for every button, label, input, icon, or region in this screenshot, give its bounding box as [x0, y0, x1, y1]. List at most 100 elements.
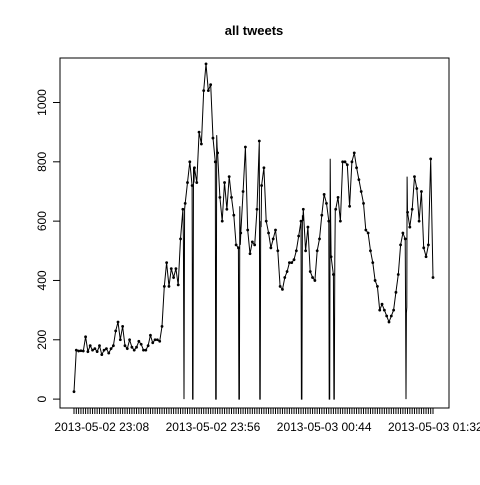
- data-point: [202, 89, 205, 92]
- data-point: [135, 346, 138, 349]
- data-point: [258, 140, 261, 143]
- data-point: [427, 243, 430, 246]
- data-point: [223, 181, 226, 184]
- data-point: [369, 249, 372, 252]
- data-point: [290, 261, 293, 264]
- data-point: [316, 249, 319, 252]
- data-point: [228, 175, 231, 178]
- data-point: [209, 83, 212, 86]
- chart-title: all tweets: [225, 23, 284, 38]
- data-point: [383, 309, 386, 312]
- data-point: [188, 160, 191, 163]
- data-point: [149, 334, 152, 337]
- data-point: [334, 208, 337, 211]
- data-point: [286, 270, 289, 273]
- data-point: [353, 152, 356, 155]
- data-point: [260, 184, 263, 187]
- data-point: [274, 229, 277, 232]
- data-point: [112, 344, 115, 347]
- data-point: [216, 152, 219, 155]
- data-point: [205, 63, 208, 66]
- data-point: [105, 347, 108, 350]
- x-tick-label: 2013-05-03 01:32: [388, 420, 480, 434]
- data-point: [121, 325, 124, 328]
- data-point: [293, 258, 296, 261]
- data-point: [168, 285, 171, 288]
- y-tick-label: 0: [35, 395, 49, 402]
- y-axis: 0 200 400 600 800 1000: [35, 89, 60, 403]
- data-point: [158, 340, 161, 343]
- data-point: [360, 190, 363, 193]
- data-point: [131, 346, 134, 349]
- data-point: [179, 238, 182, 241]
- data-point: [420, 190, 423, 193]
- data-point: [267, 232, 270, 235]
- data-point: [117, 321, 120, 324]
- data-point: [397, 273, 400, 276]
- series-layer: [73, 63, 435, 400]
- data-point: [151, 341, 154, 344]
- x-tick-label: 2013-05-02 23:56: [166, 420, 261, 434]
- data-point: [337, 196, 340, 199]
- data-point: [325, 202, 328, 205]
- x-tick-label: 2013-05-02 23:08: [54, 420, 149, 434]
- data-point: [355, 166, 358, 169]
- data-point: [367, 232, 370, 235]
- y-tick-label: 200: [35, 329, 49, 349]
- data-point: [253, 243, 256, 246]
- data-point: [406, 211, 409, 214]
- data-point: [103, 349, 106, 352]
- data-point: [96, 350, 99, 353]
- data-point: [351, 160, 354, 163]
- data-point: [272, 238, 275, 241]
- data-point: [198, 131, 201, 134]
- data-point: [395, 291, 398, 294]
- data-point: [330, 255, 333, 258]
- data-point: [207, 89, 210, 92]
- data-point: [184, 202, 187, 205]
- data-point: [86, 350, 89, 353]
- data-point: [281, 288, 284, 291]
- data-point: [73, 390, 76, 393]
- data-point: [137, 340, 140, 343]
- data-point: [235, 243, 238, 246]
- data-point: [318, 238, 321, 241]
- x-tick-label: 2013-05-03 00:44: [277, 420, 372, 434]
- data-point: [177, 284, 180, 287]
- data-point: [195, 181, 198, 184]
- data-point: [107, 352, 110, 355]
- data-point: [346, 163, 349, 166]
- y-tick-label: 600: [35, 211, 49, 231]
- data-point: [269, 246, 272, 249]
- data-point: [214, 160, 217, 163]
- data-point: [378, 309, 381, 312]
- data-point: [114, 329, 117, 332]
- data-point: [313, 279, 316, 282]
- data-point: [408, 226, 411, 229]
- data-point: [193, 166, 196, 169]
- data-point: [376, 285, 379, 288]
- data-point: [320, 214, 323, 217]
- plot-frame: [60, 58, 449, 408]
- data-point: [388, 321, 391, 324]
- data-point: [110, 347, 113, 350]
- data-point: [279, 285, 282, 288]
- data-point: [276, 249, 279, 252]
- data-point: [128, 338, 131, 341]
- x-axis: 2013-05-02 23:08 2013-05-02 23:56 2013-05-…: [54, 408, 480, 434]
- data-point: [327, 220, 330, 223]
- data-point: [98, 344, 101, 347]
- data-point: [371, 261, 374, 264]
- data-point: [242, 190, 245, 193]
- data-point: [311, 276, 314, 279]
- data-point: [221, 220, 224, 223]
- data-point: [300, 220, 303, 223]
- data-point: [170, 267, 173, 270]
- data-point: [246, 229, 249, 232]
- data-point: [230, 196, 233, 199]
- data-point: [140, 343, 143, 346]
- data-point: [175, 267, 178, 270]
- data-point: [432, 276, 435, 279]
